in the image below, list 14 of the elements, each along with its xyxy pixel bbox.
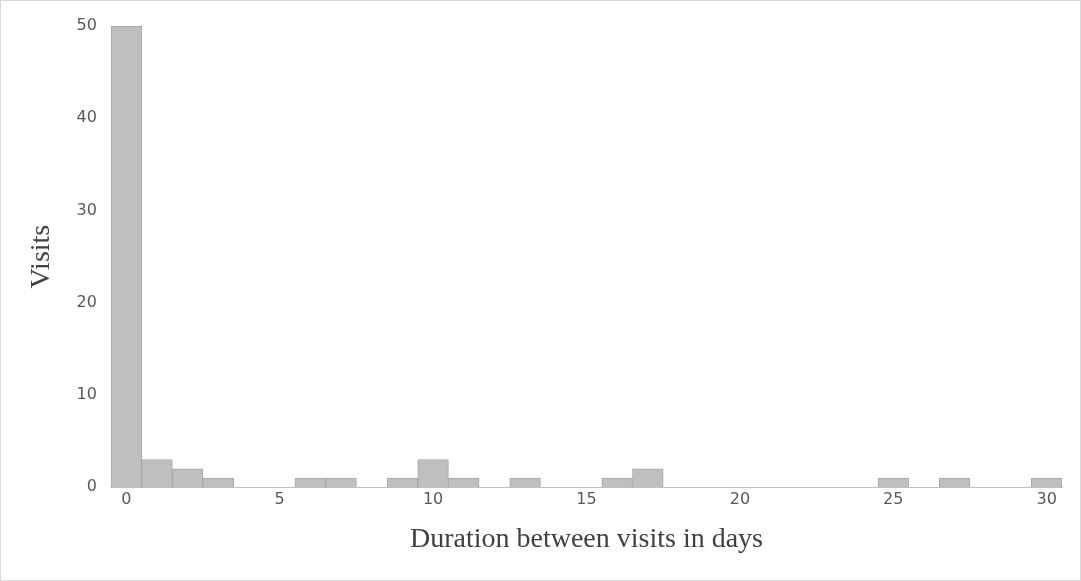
- x-tick-label: 20: [729, 488, 751, 508]
- x-tick-label: 10: [422, 488, 444, 508]
- y-tick-label: 10: [76, 384, 97, 404]
- x-tick-label: 0: [121, 488, 132, 508]
- x-axis-title: Duration between visits in days: [409, 521, 764, 553]
- y-tick-label: 20: [76, 291, 97, 311]
- y-tick-label: 40: [76, 107, 97, 127]
- y-tick-label: 30: [76, 199, 97, 219]
- x-tick-label: 15: [576, 488, 597, 508]
- x-tick-label: 25: [883, 488, 904, 508]
- x-tick-label: 30: [1036, 488, 1057, 508]
- y-tick-label: 50: [76, 15, 97, 35]
- x-tick-label: 5: [274, 488, 285, 508]
- y-axis-title: Visits: [24, 224, 56, 289]
